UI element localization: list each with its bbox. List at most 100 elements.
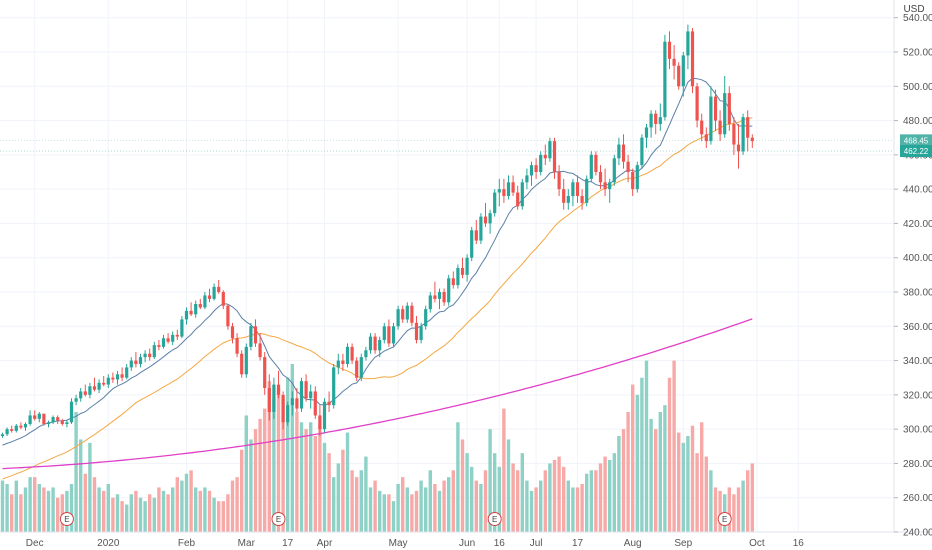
candle-body-101 [465,257,469,275]
candle-body-36 [166,338,170,342]
volume-bar-108 [497,466,501,532]
x-tick-label-5: Apr [317,538,333,549]
volume-bar-155 [713,487,718,532]
candle-body-57 [263,357,267,388]
volume-bar-37 [171,487,175,532]
volume-bar-73 [336,463,340,532]
candle-body-32 [148,353,152,358]
volume-bar-141 [649,418,653,532]
candle-body-78 [359,357,363,378]
volume-bar-16 [74,412,78,532]
candle-body-151 [695,86,699,121]
volume-bar-53 [244,415,248,532]
candle-body-15 [69,401,74,423]
earnings-marker-3 [717,512,732,526]
volume-bar-121 [557,456,561,532]
candle-body-103 [474,230,478,241]
volume-bar-17 [79,439,83,532]
candle-body-20 [92,386,97,390]
candle-body-99 [456,268,460,286]
candle-body-58 [267,388,271,412]
volume-bar-161 [741,480,745,532]
candle-body-161 [741,117,745,152]
volume-bar-100 [460,439,465,532]
candle-body-86 [396,309,400,327]
volume-bar-162 [746,470,750,532]
volume-bar-132 [608,460,612,532]
volume-bar-41 [189,470,193,532]
y-tick-label-12: 480.00 [903,116,932,127]
candle-body-59 [272,384,276,412]
volume-bar-114 [525,480,529,532]
candle-body-62 [286,405,290,423]
volume-bar-150 [690,425,695,532]
volume-bars [0,360,754,532]
candle-body-115 [529,165,534,176]
y-tick-label-1: 260.00 [903,493,932,504]
volume-bar-153 [704,456,708,532]
ma-long-line [2,318,753,470]
volume-bar-99 [456,422,460,532]
y-tick-label-10: 440.00 [903,185,932,196]
candle-body-70 [322,401,327,430]
volume-bar-137 [631,384,635,532]
volume-bar-140 [644,360,649,532]
candle-body-141 [649,113,653,128]
volume-bar-12 [56,497,60,532]
price-badge-label-0: 468.45 [904,136,929,145]
candle-body-100 [460,268,465,275]
volume-bar-38 [175,477,179,532]
volume-bar-84 [387,494,391,532]
candle-body-2 [10,429,14,431]
candle-body-71 [327,401,331,406]
candle-body-55 [253,326,258,344]
candle-body-53 [244,346,248,375]
x-tick-label-6: May [389,538,408,549]
time-axis[interactable]: Dec 2020 Feb Mar 17 Apr May Jun 16 Jul 17 Aug Sep Oct… [26,538,804,549]
volume-bar-9 [42,487,46,532]
candle-body-77 [355,360,359,378]
volume-bar-130 [598,463,603,532]
volume-bar-146 [672,360,676,532]
candle-body-160 [736,144,741,152]
candle-body-109 [502,189,506,196]
volume-bar-149 [686,436,690,532]
volume-bar-45 [207,490,212,532]
candle-body-30 [138,357,143,364]
candle-body-51 [235,338,239,354]
candle-body-11 [51,417,55,423]
candle-body-139 [640,137,644,166]
candle-body-125 [575,182,580,196]
price-axis[interactable]: 240.00 260.00 280.00 300.00 320.00 340.00 360.… [894,13,932,539]
volume-bar-40 [184,473,189,532]
candle-body-136 [626,161,630,172]
volume-bar-76 [350,470,354,532]
volume-bar-125 [575,487,580,532]
volume-bar-36 [166,494,170,532]
volume-bar-74 [341,449,345,532]
candle-body-60 [276,384,281,395]
candle-body-73 [336,360,340,368]
candle-body-159 [732,124,736,145]
candle-body-121 [557,172,561,190]
candle-body-90 [414,322,419,340]
earnings-marker-0 [59,512,74,526]
volume-bar-129 [594,470,598,532]
volume-bar-88 [405,487,409,532]
volume-bar-104 [479,484,483,532]
earnings-marker-label-3: E [722,515,727,524]
volume-bar-69 [318,425,322,532]
candle-body-88 [405,305,409,320]
candle-body-91 [419,326,423,340]
candle-body-133 [612,158,616,183]
candle-body-79 [364,350,368,358]
candle-body-63 [290,398,294,406]
candle-body-132 [608,182,612,190]
candle-body-52 [240,353,244,375]
volume-bar-133 [612,453,616,532]
candle-body-56 [258,343,262,358]
candle-body-92 [424,309,428,327]
candle-body-10 [46,422,51,424]
